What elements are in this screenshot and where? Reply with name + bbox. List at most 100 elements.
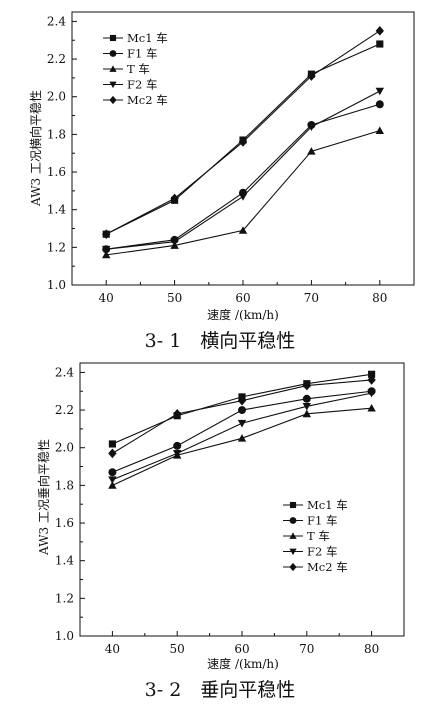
- legend-marker: [289, 532, 297, 539]
- data-point: [238, 226, 248, 234]
- y-tick-label: 1.8: [55, 478, 74, 492]
- legend-label: T 车: [307, 529, 330, 543]
- series-1: [108, 387, 376, 477]
- x-tick-label: 50: [170, 642, 185, 656]
- legend-label: T 车: [127, 62, 150, 76]
- legend-marker: [109, 95, 117, 105]
- lateral-stability-chart: 1.0 1.2 1.4 1.6 1.8 2.0 2.2 2.4 40 50 60 70 80 Mc1 …: [28, 11, 415, 352]
- series-line: [112, 407, 372, 486]
- chart-caption: 3- 2 垂向平稳性: [145, 679, 296, 701]
- x-tick-label: 80: [364, 642, 379, 656]
- series-layer: [108, 370, 376, 489]
- series-3: [102, 87, 384, 254]
- data-point: [375, 25, 384, 36]
- data-point: [307, 147, 316, 155]
- legend-label: Mc2 车: [127, 93, 168, 107]
- tick-marks: [80, 371, 373, 637]
- x-tick-label: 40: [105, 642, 120, 656]
- data-point: [307, 123, 316, 132]
- y-tick-label: 1.4: [55, 554, 74, 568]
- data-point: [102, 229, 111, 239]
- legend-label: Mc1 车: [127, 31, 168, 45]
- data-point: [302, 394, 311, 403]
- series-4: [102, 25, 384, 239]
- legend-label: Mc1 车: [307, 498, 348, 512]
- data-point: [102, 250, 111, 259]
- data-point: [238, 406, 246, 415]
- x-tick-labels: 40 50 60 70 80: [105, 642, 379, 656]
- legend-marker: [109, 50, 117, 57]
- legend-marker: [289, 562, 297, 572]
- y-tick-label: 1.8: [47, 127, 66, 141]
- x-tick-label: 50: [167, 291, 182, 305]
- tick-marks: [72, 20, 381, 286]
- y-tick-labels: 1.0 1.2 1.4 1.6 1.8 2.0 2.2 2.4: [47, 14, 66, 292]
- x-axis-label: 速度 /(km/h): [207, 656, 279, 671]
- y-tick-label: 2.2: [55, 403, 74, 417]
- legend-label: Mc2 车: [307, 560, 348, 574]
- y-tick-label: 2.0: [55, 441, 74, 455]
- x-tick-label: 70: [304, 291, 319, 305]
- x-tick-label: 70: [299, 642, 314, 656]
- legend-marker: [289, 548, 297, 556]
- series-3: [108, 389, 376, 484]
- data-point: [375, 126, 384, 134]
- data-point: [108, 448, 117, 459]
- legend-marker: [289, 517, 297, 524]
- legend-label: F1 车: [307, 514, 337, 528]
- data-point: [376, 40, 384, 48]
- legend-label: F2 车: [127, 78, 157, 92]
- y-tick-label: 1.2: [47, 240, 66, 254]
- legend-marker: [109, 34, 117, 42]
- legend-label: F2 车: [307, 545, 337, 559]
- series-layer: [102, 25, 384, 259]
- data-point: [238, 193, 248, 201]
- series-line: [112, 379, 372, 454]
- data-point: [102, 245, 111, 254]
- y-axis-label: AW3 工况垂向平稳性: [36, 439, 51, 556]
- series-2: [108, 403, 376, 489]
- data-point: [302, 402, 311, 411]
- y-tick-label: 1.6: [47, 165, 66, 179]
- data-point: [173, 441, 182, 450]
- data-point: [237, 419, 247, 428]
- y-tick-label: 1.0: [47, 278, 66, 292]
- x-tick-labels: 40 50 60 70 80: [99, 291, 388, 305]
- vertical-stability-chart: 1.0 1.2 1.4 1.6 1.8 2.0 2.2 2.4 40 50 60 70 80 Mc1 …: [36, 362, 405, 701]
- chart-caption: 3- 1 横向平稳性: [145, 330, 296, 352]
- y-tick-label: 1.2: [55, 591, 74, 605]
- y-tick-label: 2.0: [47, 90, 66, 104]
- data-point: [238, 137, 248, 147]
- data-point: [302, 380, 311, 391]
- data-point: [108, 440, 116, 448]
- legend-label: F1 车: [127, 47, 157, 61]
- legend-marker: [109, 65, 117, 72]
- data-point: [170, 193, 179, 204]
- data-point: [375, 87, 384, 96]
- legend-marker: [289, 501, 297, 509]
- data-point: [368, 370, 376, 378]
- data-point: [375, 100, 384, 109]
- x-tick-label: 80: [372, 291, 387, 305]
- series-2: [102, 126, 384, 259]
- y-tick-label: 2.2: [47, 52, 66, 66]
- x-tick-label: 60: [235, 291, 250, 305]
- series-line: [106, 90, 381, 250]
- y-axis-label: AW3 工况横向平稳性: [28, 90, 43, 207]
- data-point: [173, 409, 182, 419]
- y-tick-labels: 1.0 1.2 1.4 1.6 1.8 2.0 2.2 2.4: [55, 365, 74, 643]
- plot-frame: [71, 11, 415, 286]
- data-point: [367, 375, 376, 385]
- data-point: [367, 389, 376, 398]
- data-point: [173, 450, 182, 458]
- data-point: [170, 238, 179, 246]
- series-4: [108, 375, 376, 459]
- data-point: [302, 409, 311, 418]
- x-tick-label: 60: [234, 642, 249, 656]
- x-axis-label: 速度 /(km/h): [207, 307, 279, 322]
- data-point: [108, 468, 117, 477]
- y-tick-label: 2.4: [47, 14, 66, 28]
- y-tick-label: 2.4: [55, 365, 74, 379]
